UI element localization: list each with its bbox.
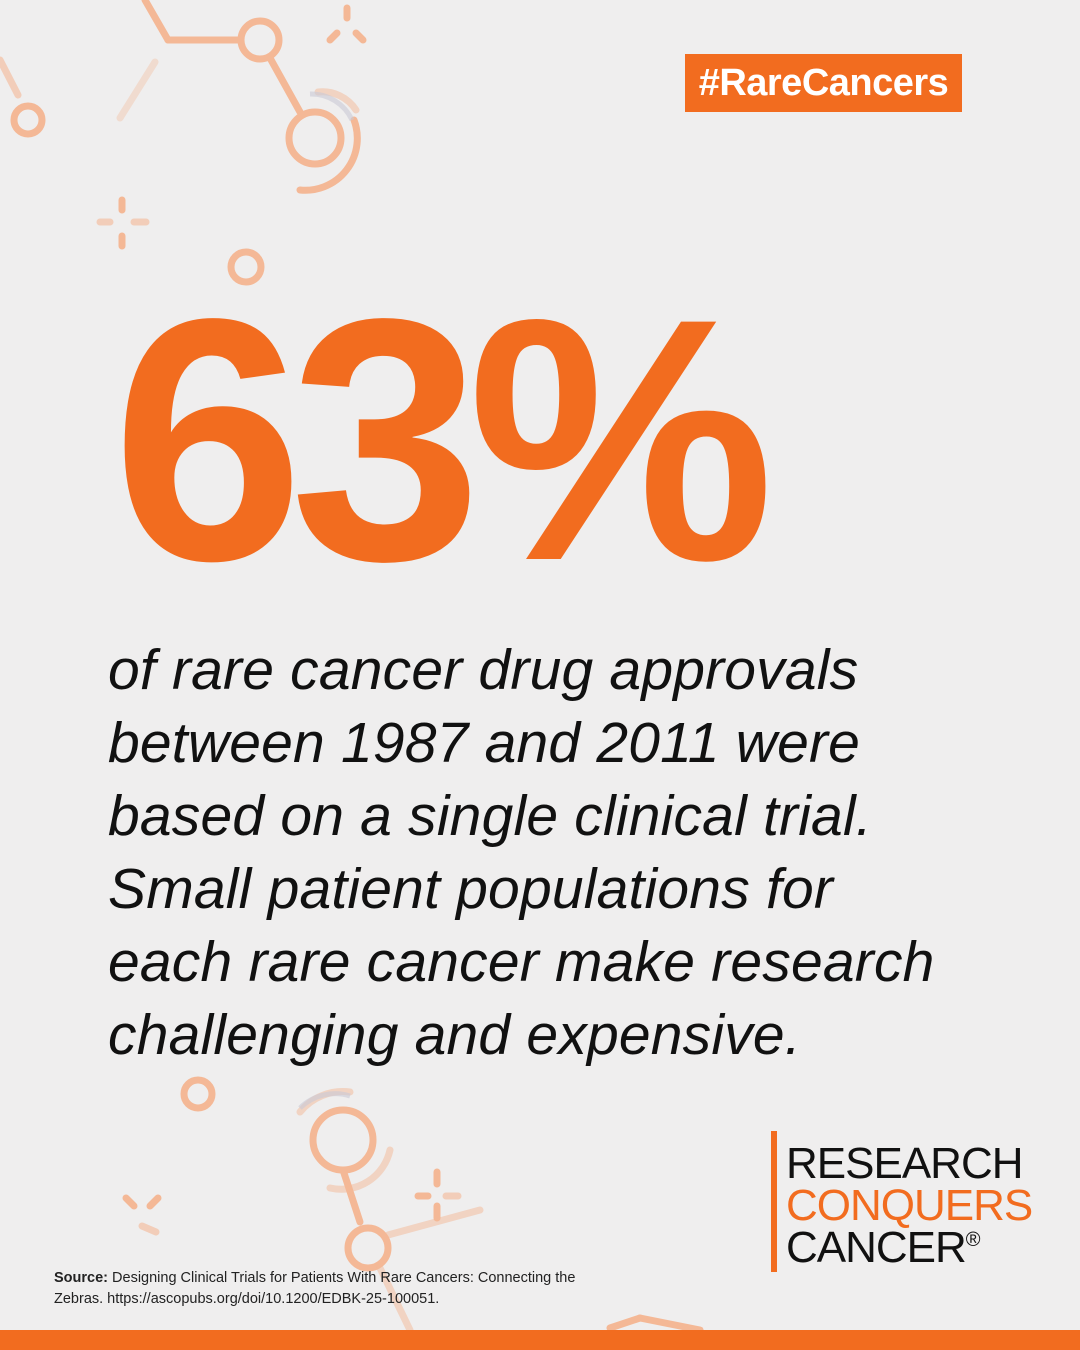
description-line: each rare cancer make research — [108, 930, 935, 994]
description-line: challenging and expensive. — [108, 1003, 801, 1067]
source-label: Source: — [54, 1270, 108, 1286]
hashtag-badge: #RareCancers — [685, 54, 962, 112]
description-line: based on a single clinical trial. — [108, 784, 872, 848]
description-line: of rare cancer drug approvals — [108, 638, 859, 702]
logo-cancer-word: CANCER — [786, 1223, 967, 1272]
headline-statistic: 63% — [112, 248, 775, 633]
research-conquers-cancer-logo: RESEARCH CONQUERS CANCER® — [771, 1131, 1033, 1272]
statistic-description: of rare cancer drug approvals between 19… — [108, 634, 1008, 1072]
description-line: between 1987 and 2011 were — [108, 711, 861, 775]
logo-line-research: RESEARCH — [786, 1139, 1024, 1188]
bottom-accent-bar — [0, 1330, 1080, 1350]
logo-line-conquers: CONQUERS — [786, 1181, 1033, 1230]
logo-line-cancer: CANCER® — [786, 1226, 1032, 1270]
source-text: Designing Clinical Trials for Patients W… — [54, 1270, 576, 1307]
source-citation: Source: Designing Clinical Trials for Pa… — [54, 1268, 624, 1310]
registered-mark: ® — [965, 1229, 981, 1251]
description-line: Small patient populations for — [108, 857, 834, 921]
